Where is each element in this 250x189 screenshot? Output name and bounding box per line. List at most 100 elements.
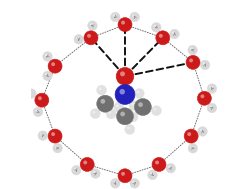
Circle shape xyxy=(38,96,42,100)
Circle shape xyxy=(188,143,198,153)
Circle shape xyxy=(108,111,111,114)
Circle shape xyxy=(187,132,191,136)
Circle shape xyxy=(184,129,198,143)
Circle shape xyxy=(97,95,114,112)
Circle shape xyxy=(113,14,115,17)
Circle shape xyxy=(121,21,125,25)
Circle shape xyxy=(170,29,179,39)
Circle shape xyxy=(156,31,170,45)
Circle shape xyxy=(130,114,133,117)
Circle shape xyxy=(200,129,202,132)
Circle shape xyxy=(87,34,91,38)
Circle shape xyxy=(106,109,116,119)
Circle shape xyxy=(116,67,134,85)
Circle shape xyxy=(110,12,120,22)
Circle shape xyxy=(74,35,84,44)
Circle shape xyxy=(207,84,217,93)
Circle shape xyxy=(152,106,162,116)
Circle shape xyxy=(48,129,62,143)
Circle shape xyxy=(51,132,55,136)
Circle shape xyxy=(45,73,48,76)
Circle shape xyxy=(168,166,171,168)
Circle shape xyxy=(120,89,125,94)
Circle shape xyxy=(120,112,125,116)
Circle shape xyxy=(128,112,138,122)
Circle shape xyxy=(113,181,115,183)
Circle shape xyxy=(118,18,132,32)
Circle shape xyxy=(138,102,143,107)
Circle shape xyxy=(91,169,100,178)
Circle shape xyxy=(130,179,140,188)
Circle shape xyxy=(76,37,79,39)
Circle shape xyxy=(93,171,96,174)
Circle shape xyxy=(116,105,119,107)
Circle shape xyxy=(155,160,159,164)
Circle shape xyxy=(130,12,140,22)
Circle shape xyxy=(198,127,207,136)
Circle shape xyxy=(186,55,200,69)
Circle shape xyxy=(209,86,212,89)
Circle shape xyxy=(27,89,36,98)
Circle shape xyxy=(127,127,130,129)
Circle shape xyxy=(92,111,95,114)
Circle shape xyxy=(200,60,210,70)
Circle shape xyxy=(132,14,135,17)
Circle shape xyxy=(150,172,152,175)
Circle shape xyxy=(33,107,43,117)
Circle shape xyxy=(90,109,100,119)
Circle shape xyxy=(53,143,62,153)
Circle shape xyxy=(80,157,94,171)
Circle shape xyxy=(172,31,174,34)
Circle shape xyxy=(96,85,106,95)
Circle shape xyxy=(132,181,135,183)
Circle shape xyxy=(55,146,58,148)
Circle shape xyxy=(84,31,98,45)
Circle shape xyxy=(110,179,120,188)
Circle shape xyxy=(159,34,163,38)
Circle shape xyxy=(154,108,156,111)
Circle shape xyxy=(88,21,97,30)
Circle shape xyxy=(116,108,134,125)
Circle shape xyxy=(72,165,81,175)
Circle shape xyxy=(188,45,197,55)
Circle shape xyxy=(90,23,92,26)
Circle shape xyxy=(200,94,204,98)
Circle shape xyxy=(40,133,43,136)
Circle shape xyxy=(125,125,135,135)
Circle shape xyxy=(166,163,175,173)
Circle shape xyxy=(134,88,144,98)
Circle shape xyxy=(148,170,157,180)
Circle shape xyxy=(207,103,217,113)
Circle shape xyxy=(38,131,48,140)
Circle shape xyxy=(118,169,132,183)
Circle shape xyxy=(136,91,139,94)
Circle shape xyxy=(43,52,52,61)
Circle shape xyxy=(48,59,62,73)
Circle shape xyxy=(74,167,76,170)
Circle shape xyxy=(115,85,135,104)
Circle shape xyxy=(152,23,161,32)
Circle shape xyxy=(189,58,193,62)
Circle shape xyxy=(134,98,152,115)
Circle shape xyxy=(120,71,125,76)
Circle shape xyxy=(198,91,211,105)
Circle shape xyxy=(190,47,192,50)
Circle shape xyxy=(152,157,166,171)
Circle shape xyxy=(45,54,48,57)
Circle shape xyxy=(35,109,38,112)
Circle shape xyxy=(100,99,105,104)
Circle shape xyxy=(121,172,125,176)
Circle shape xyxy=(83,160,87,164)
Circle shape xyxy=(35,93,49,107)
Circle shape xyxy=(43,71,52,81)
Circle shape xyxy=(202,62,205,65)
Circle shape xyxy=(29,91,32,94)
Circle shape xyxy=(190,146,193,148)
Circle shape xyxy=(154,25,156,27)
Circle shape xyxy=(51,62,55,66)
Circle shape xyxy=(114,102,124,112)
Circle shape xyxy=(209,105,212,108)
Circle shape xyxy=(129,101,139,111)
Circle shape xyxy=(131,103,134,106)
Circle shape xyxy=(99,87,102,90)
